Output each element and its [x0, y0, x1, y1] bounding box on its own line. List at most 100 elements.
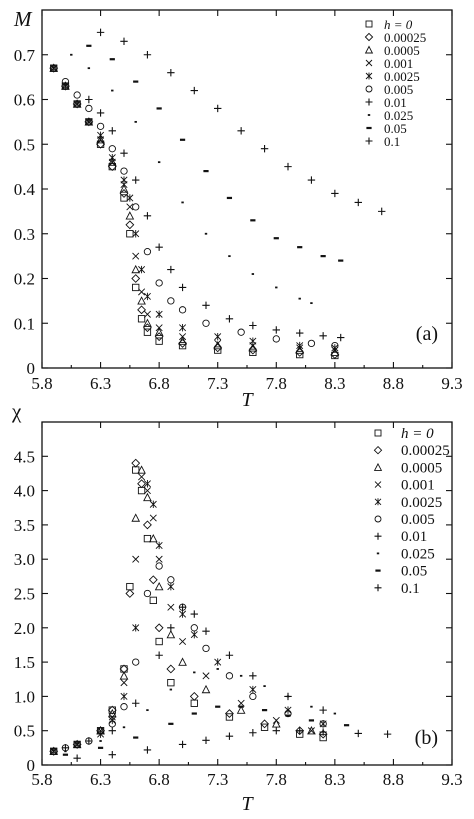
data-point — [85, 737, 93, 745]
data-point — [189, 691, 199, 701]
data-point — [178, 341, 187, 350]
data-point — [201, 684, 211, 694]
data-point — [202, 301, 210, 310]
data-point — [138, 265, 146, 274]
series-0.1 — [73, 727, 392, 762]
data-point — [126, 582, 134, 591]
legend-label: 0.005 — [401, 512, 435, 528]
data-point — [137, 486, 146, 495]
data-point — [126, 203, 134, 211]
data-point — [237, 328, 245, 336]
series-0.05 — [86, 44, 344, 262]
x-tick-label: 8.3 — [324, 770, 345, 789]
data-point — [73, 754, 81, 762]
data-point — [284, 709, 292, 718]
data-point — [167, 603, 175, 611]
data-point — [120, 194, 128, 202]
data-point — [214, 104, 222, 113]
data-point — [125, 589, 135, 598]
data-point — [108, 153, 116, 162]
series-0.025 — [70, 53, 313, 305]
data-point — [193, 671, 196, 674]
data-point — [72, 99, 82, 109]
data-point — [272, 727, 280, 735]
legend-label: 0.025 — [401, 546, 435, 562]
data-point — [286, 695, 290, 698]
data-point — [108, 727, 116, 735]
legend-marker — [373, 462, 383, 471]
data-point — [143, 310, 151, 318]
data-point — [155, 637, 163, 646]
data-point — [97, 730, 105, 738]
series-0.025 — [64, 668, 337, 753]
data-point — [155, 337, 163, 345]
data-point — [120, 149, 128, 157]
data-point — [97, 746, 104, 749]
y-tick-label: 0.6 — [14, 91, 35, 110]
data-point — [296, 350, 304, 359]
data-point — [383, 730, 392, 738]
data-point — [260, 145, 269, 153]
data-point — [378, 207, 386, 216]
panel-b-susceptibility: 5.8 6.3 6.8 7.3 7.8 8.3 8.8 9.3 0 0.5 1.0 1.5 2.0 2.5… — [11, 399, 463, 815]
data-point — [154, 581, 164, 591]
data-point — [249, 337, 257, 345]
data-point — [331, 341, 339, 350]
data-point — [228, 255, 231, 258]
data-point — [73, 100, 81, 108]
data-point — [99, 740, 102, 742]
data-point — [157, 161, 161, 164]
data-point — [108, 127, 116, 135]
x-tick-label: 6.8 — [149, 770, 170, 789]
data-point — [285, 714, 291, 717]
data-point — [249, 729, 257, 737]
legend-marker — [364, 45, 374, 54]
data-point — [295, 726, 305, 736]
data-point — [132, 555, 140, 563]
data-point — [155, 324, 163, 332]
data-point — [154, 327, 164, 336]
legend-marker — [365, 98, 373, 106]
legend-marker — [365, 72, 373, 80]
y-tick-label: 4.5 — [14, 447, 35, 466]
legend-marker — [374, 532, 382, 540]
panel-a-magnetization: 5.8 6.3 6.8 7.3 7.8 8.3 8.8 9.3 0 0.1 0.2 0.3 0.4 0.5… — [13, 7, 463, 411]
data-point — [214, 346, 222, 354]
legend-marker — [374, 498, 382, 506]
data-point — [319, 720, 327, 728]
data-point — [107, 157, 117, 166]
y-tick-label: 4.0 — [14, 482, 35, 501]
legend-label: 0.005 — [384, 82, 413, 97]
data-point — [333, 712, 337, 715]
legend-label: h = 0 — [384, 17, 413, 32]
x-tick-label: 7.8 — [266, 770, 287, 789]
data-point — [263, 685, 266, 688]
y-axis-label: M — [13, 7, 33, 31]
data-point — [142, 520, 152, 530]
data-point — [249, 321, 257, 330]
data-point — [155, 243, 163, 251]
data-point — [137, 465, 146, 474]
y-tick-label: 3.0 — [14, 550, 35, 569]
legend-label: 0.05 — [401, 564, 427, 580]
x-tick-label: 8.3 — [324, 374, 345, 393]
data-point — [310, 302, 313, 305]
y-tick-label: 0.1 — [14, 314, 35, 333]
data-point — [64, 750, 67, 753]
x-tick-label: 8.8 — [383, 770, 404, 789]
data-point — [132, 466, 140, 474]
y-tick-label: 0.5 — [14, 722, 35, 741]
data-point — [179, 333, 187, 341]
data-point — [132, 252, 140, 260]
data-point — [272, 326, 280, 334]
data-point — [109, 58, 115, 61]
data-point — [319, 728, 327, 736]
data-point — [125, 211, 135, 220]
data-point — [202, 736, 210, 745]
data-point — [249, 672, 257, 680]
series-0.005 — [61, 562, 327, 752]
data-point — [120, 37, 128, 46]
data-point — [338, 259, 344, 262]
data-point — [354, 729, 362, 738]
